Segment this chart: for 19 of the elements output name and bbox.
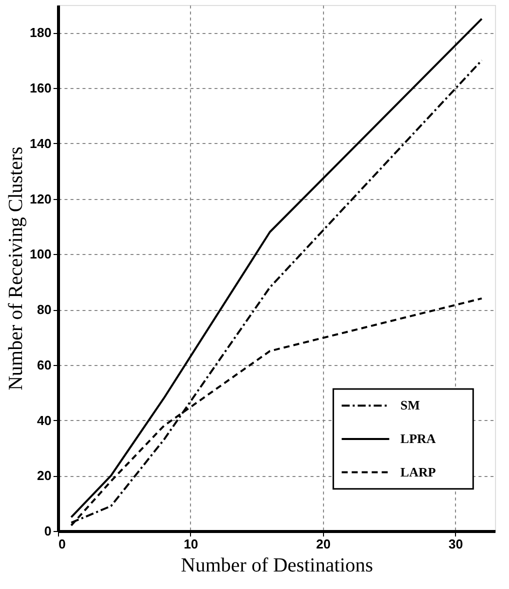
y-tick-label: 80	[37, 302, 52, 318]
y-tick-label: 60	[37, 357, 52, 372]
x-tick-label: 30	[448, 536, 464, 552]
y-tick-label: 180	[30, 25, 52, 40]
x-tick-label: 0	[58, 536, 66, 552]
y-tick-label: 140	[30, 136, 52, 151]
legend-label: LARP	[400, 464, 436, 480]
y-tick-label: 0	[44, 524, 52, 538]
y-tick-label: 40	[37, 412, 52, 428]
x-tick-label: 10	[184, 536, 198, 552]
x-tick-label: 20	[316, 536, 331, 552]
y-tick-label: 100	[30, 246, 52, 262]
x-axis-title: Number of Destinations	[180, 554, 374, 576]
legend-label: SM	[400, 398, 420, 413]
y-tick-label: 120	[30, 191, 52, 206]
y-tick-label: 20	[37, 468, 52, 484]
legend-label: LPRA	[400, 430, 436, 446]
y-tick-label: 160	[30, 80, 52, 96]
y-axis-title: Number of Receiving Clusters	[4, 146, 27, 390]
